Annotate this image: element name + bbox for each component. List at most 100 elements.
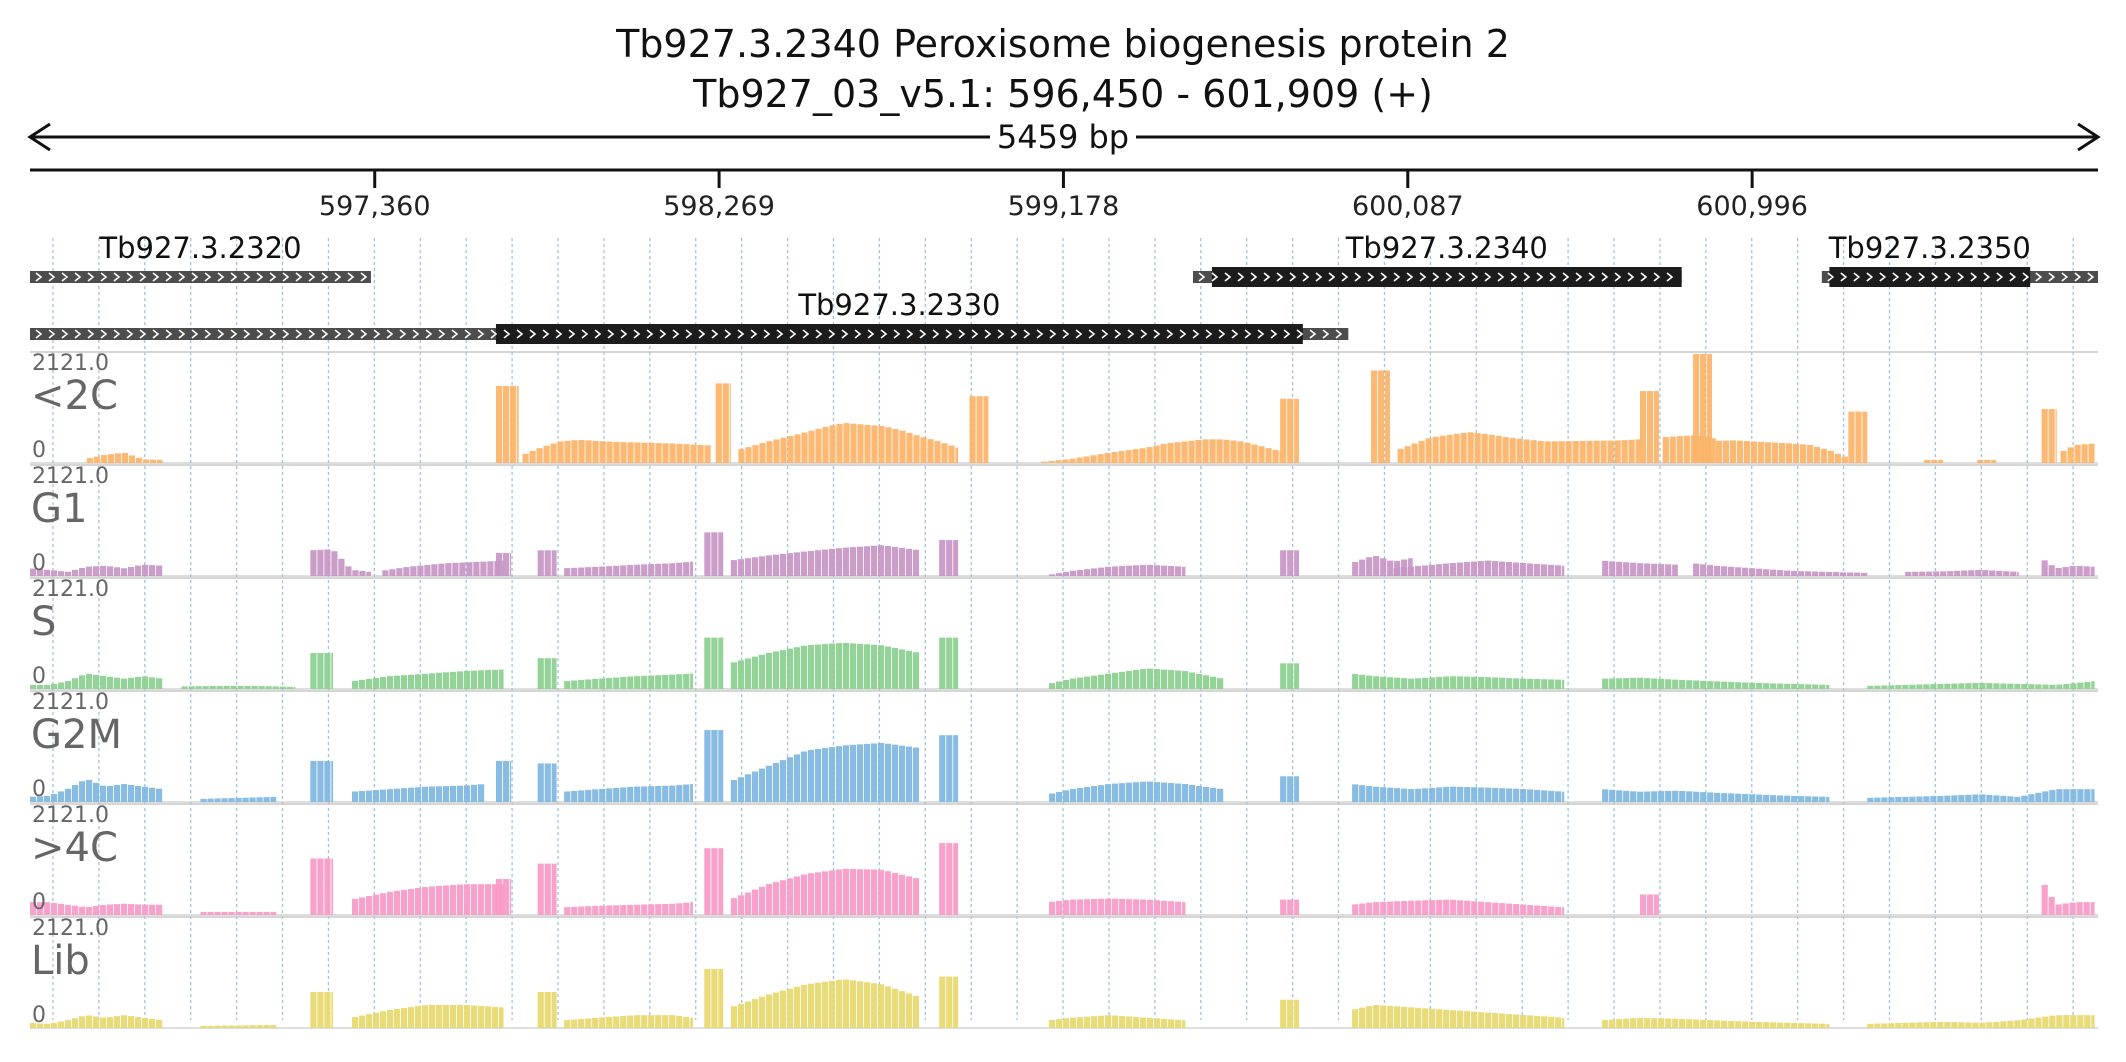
coverage-bar <box>459 562 466 576</box>
coverage-bar <box>501 560 504 576</box>
coverage-bar <box>1547 564 1554 576</box>
coverage-bar <box>79 781 86 802</box>
coverage-bar <box>72 678 79 689</box>
coverage-bar <box>634 676 641 689</box>
coverage-bar <box>1464 1011 1471 1028</box>
coverage-bar <box>1819 796 1826 802</box>
coverage-bar <box>1133 1016 1140 1028</box>
coverage-bar <box>1700 1019 1707 1028</box>
coverage-bar <box>1516 438 1523 463</box>
coverage-bar <box>1488 434 1495 463</box>
coverage-bar <box>1881 797 1888 802</box>
coverage-bar <box>1105 898 1112 915</box>
coverage-bar <box>1693 1019 1700 1028</box>
coverage-bar <box>1223 439 1230 463</box>
coverage-bar <box>65 681 72 689</box>
coverage-bar <box>1506 903 1513 915</box>
coverage-bar <box>1429 787 1436 802</box>
coverage-bar <box>1140 1017 1147 1028</box>
coverage-bar <box>1937 1021 1944 1028</box>
coverage-bar <box>429 1004 436 1028</box>
coverage-bar <box>1098 567 1105 576</box>
coverage-bar <box>1126 670 1133 689</box>
coverage-bar <box>2014 1020 2021 1028</box>
coverage-bar <box>765 883 773 915</box>
coverage-bar <box>1415 678 1422 689</box>
coverage-bar <box>898 745 906 802</box>
coverage-bar <box>1919 571 1926 576</box>
coverage-bar <box>373 677 380 689</box>
coverage-bar <box>324 992 331 1028</box>
coverage-bar <box>1352 784 1359 802</box>
coverage-bar <box>415 887 422 915</box>
coverage-bar <box>1091 1016 1098 1028</box>
coverage-bar <box>1380 1005 1387 1028</box>
coverage-bar <box>842 642 850 689</box>
coverage-bar <box>200 1025 207 1028</box>
coverage-bar <box>1105 784 1112 802</box>
coverage-bar <box>1428 564 1435 576</box>
coverage-bar <box>1352 561 1359 576</box>
coverage-bar <box>807 550 815 576</box>
coverage-bar <box>1665 679 1672 689</box>
coverage-bar <box>100 785 107 802</box>
coverage-bar <box>634 564 641 576</box>
coverage-bar <box>613 677 620 689</box>
coverage-bar <box>58 1021 65 1028</box>
coverage-bar <box>884 646 892 689</box>
coverage-bar <box>1513 904 1520 915</box>
coverage-bar <box>842 868 850 915</box>
coverage-bar <box>37 569 44 576</box>
coverage-bar <box>536 448 543 463</box>
coverage-bar <box>51 570 58 576</box>
x-tick-label-0: 597,360 <box>319 191 431 222</box>
coverage-bar <box>331 653 334 689</box>
coverage-bar <box>779 880 787 915</box>
coverage-bar <box>1750 441 1757 463</box>
coverage-bar <box>730 662 738 689</box>
coverage-bar <box>1049 574 1056 576</box>
coverage-bar <box>955 447 959 463</box>
track-bars-3 <box>30 730 2095 802</box>
coverage-bar <box>478 1005 485 1028</box>
coverage-bar <box>464 670 471 689</box>
coverage-bar <box>221 911 228 915</box>
coverage-bar <box>1827 450 1834 463</box>
coverage-bar <box>156 1019 163 1028</box>
coverage-bar <box>863 869 871 915</box>
coverage-bar <box>429 673 436 689</box>
coverage-bar <box>310 858 317 915</box>
coverage-bar <box>794 434 801 463</box>
coverage-bar <box>1478 901 1485 915</box>
coverage-bar <box>641 1015 648 1028</box>
coverage-bar <box>58 682 65 689</box>
strand-chevron-icon <box>35 272 368 282</box>
coverage-bar <box>1091 898 1098 915</box>
coverage-bar <box>814 982 822 1028</box>
coverage-bar <box>2021 1019 2028 1028</box>
coverage-bar <box>564 568 571 576</box>
coverage-bar <box>641 904 648 915</box>
coverage-bar <box>849 643 857 689</box>
track-1: 2121.0G1 0 <box>30 464 2098 577</box>
coverage-bar <box>1558 441 1565 463</box>
coverage-bar <box>1366 557 1373 576</box>
coverage-bar <box>1707 792 1714 802</box>
coverage-bar <box>1069 458 1076 463</box>
coverage-bar <box>711 968 718 1028</box>
coverage-bar <box>898 649 906 689</box>
coverage-bar <box>751 999 759 1028</box>
coverage-bar <box>436 786 443 802</box>
coverage-bar <box>1287 550 1294 576</box>
coverage-bar <box>359 571 366 576</box>
coverage-bar <box>422 1005 429 1028</box>
coverage-bar <box>599 678 606 689</box>
coverage-bar <box>1770 795 1777 802</box>
coverage-bar <box>870 644 878 689</box>
coverage-bar <box>464 1004 471 1028</box>
coverage-bar <box>711 637 718 689</box>
coverage-bar <box>1279 451 1281 463</box>
coverage-bar <box>1527 1015 1534 1028</box>
coverage-bar <box>613 565 620 576</box>
coverage-bar <box>1813 446 1820 463</box>
